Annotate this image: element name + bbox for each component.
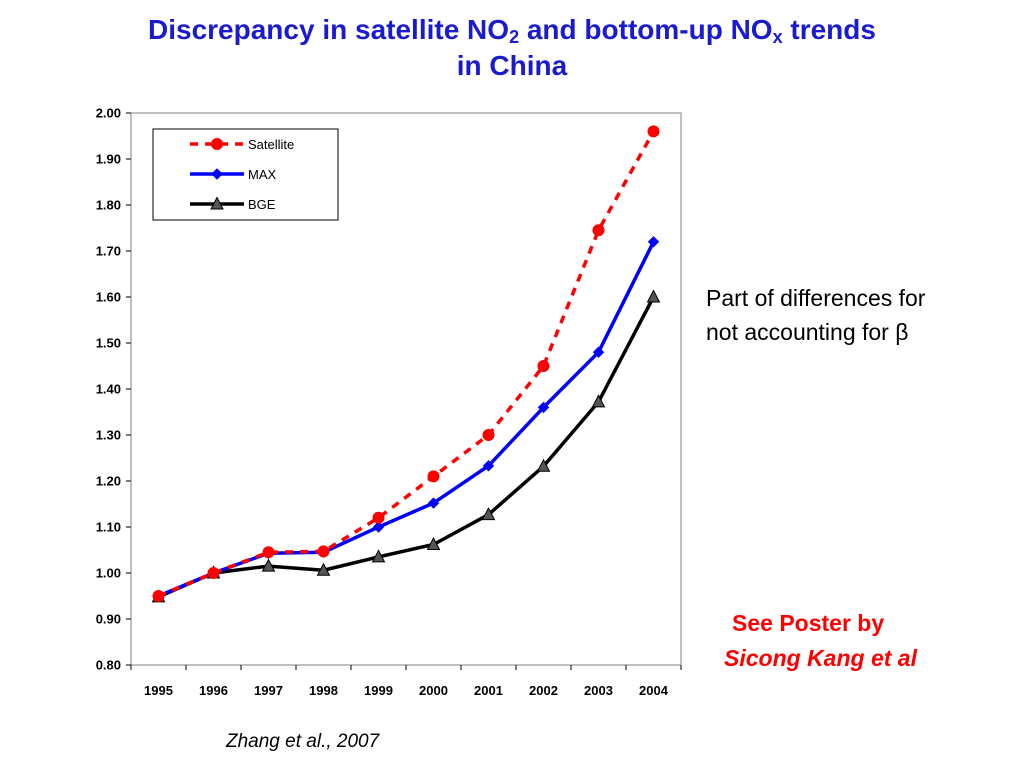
data-point-bge bbox=[481, 506, 496, 521]
legend-label-bge: BGE bbox=[248, 197, 276, 212]
data-point-satellite bbox=[262, 546, 275, 559]
y-tick-label: 1.80 bbox=[96, 198, 121, 213]
x-tick-label: 1998 bbox=[309, 683, 338, 698]
data-point-max bbox=[537, 401, 550, 414]
legend-entry-max: MAX bbox=[190, 167, 277, 182]
data-point-satellite bbox=[592, 224, 605, 237]
y-tick-label: 1.30 bbox=[96, 428, 121, 443]
legend-marker-bge bbox=[210, 196, 224, 210]
data-point-max bbox=[482, 460, 495, 472]
legend-entry-bge: BGE bbox=[190, 196, 276, 212]
data-point-satellite bbox=[647, 125, 660, 138]
legend-label-satellite: Satellite bbox=[248, 137, 294, 152]
legend: Satellite MAX BGE bbox=[152, 128, 339, 221]
citation: Zhang et al., 2007 bbox=[226, 731, 380, 752]
data-point-max bbox=[427, 497, 440, 509]
y-tick-label: 2.00 bbox=[96, 106, 121, 121]
slide-title: Discrepancy in satellite NO2 and bottom-… bbox=[30, 12, 994, 84]
y-tick-label: 1.70 bbox=[96, 244, 121, 259]
data-point-satellite bbox=[152, 590, 165, 602]
title-text-part3: trends bbox=[782, 14, 876, 45]
x-tick-label: 2002 bbox=[529, 683, 558, 698]
y-tick-label: 1.90 bbox=[96, 152, 121, 167]
series-line-bge bbox=[157, 296, 656, 599]
data-point-max bbox=[647, 236, 660, 248]
data-point-satellite bbox=[537, 360, 550, 372]
title-text-part1: Discrepancy in satellite NO bbox=[148, 14, 510, 45]
x-tick-label: 2001 bbox=[474, 683, 503, 698]
series-line-max bbox=[157, 241, 656, 598]
note-line-1: Part of differences for bbox=[706, 285, 926, 311]
data-point-bge bbox=[316, 562, 331, 576]
y-tick-label: 1.10 bbox=[96, 520, 121, 535]
poster-reference-line1: See Poster by bbox=[732, 610, 885, 636]
data-point-satellite bbox=[207, 567, 220, 579]
data-point-satellite bbox=[317, 545, 330, 558]
y-tick-label: 0.80 bbox=[96, 658, 121, 673]
legend-box bbox=[152, 128, 339, 221]
note-line-2: not accounting for β bbox=[706, 319, 909, 345]
data-point-max bbox=[592, 346, 605, 358]
title-subscript-2: 2 bbox=[509, 27, 520, 47]
data-point-bge bbox=[426, 536, 441, 550]
data-point-satellite bbox=[482, 429, 495, 441]
x-tick-label: 2000 bbox=[419, 683, 448, 698]
data-point-bge bbox=[371, 549, 386, 563]
data-point-max bbox=[372, 521, 385, 533]
differences-note: Part of differences for not accounting f… bbox=[706, 281, 1006, 349]
y-axis: 0.80 0.90 1.00 1.10 1.20 1.30 1.40 1.50 1.60 1.70… bbox=[96, 106, 131, 673]
x-tick-label: 1995 bbox=[144, 683, 173, 698]
title-text-line2: in China bbox=[456, 50, 568, 81]
series-line-satellite bbox=[157, 130, 656, 598]
x-tick-label: 1997 bbox=[254, 683, 283, 698]
poster-reference-author: Sicong Kang et al bbox=[724, 645, 917, 671]
y-tick-label: 1.60 bbox=[96, 290, 121, 305]
series-satellite bbox=[152, 125, 660, 602]
y-tick-label: 1.40 bbox=[96, 382, 121, 397]
y-tick-label: 1.00 bbox=[96, 566, 121, 581]
y-tick-label: 1.20 bbox=[96, 474, 121, 489]
legend-label-max: MAX bbox=[248, 167, 277, 182]
data-point-satellite bbox=[427, 470, 440, 483]
title-text-part2: and bottom-up NO bbox=[519, 14, 773, 45]
legend-entry-satellite: Satellite bbox=[190, 137, 294, 152]
data-point-bge bbox=[646, 289, 661, 303]
x-tick-label: 2003 bbox=[584, 683, 613, 698]
x-axis: 1995 1996 1997 1998 1999 2000 2001 2002 2003 2004 bbox=[130, 665, 682, 698]
legend-marker-satellite bbox=[211, 138, 223, 150]
legend-marker-max bbox=[211, 168, 223, 180]
data-point-satellite bbox=[372, 511, 385, 524]
x-tick-label: 1996 bbox=[199, 683, 228, 698]
data-point-bge bbox=[536, 458, 551, 472]
x-tick-label: 2004 bbox=[639, 683, 669, 698]
data-point-bge bbox=[261, 558, 276, 572]
x-tick-label: 1999 bbox=[364, 683, 393, 698]
series-layer bbox=[151, 125, 661, 603]
y-tick-label: 1.50 bbox=[96, 336, 121, 351]
data-point-bge bbox=[591, 394, 606, 408]
y-tick-label: 0.90 bbox=[96, 612, 121, 627]
title-subscript-x: x bbox=[772, 27, 783, 47]
